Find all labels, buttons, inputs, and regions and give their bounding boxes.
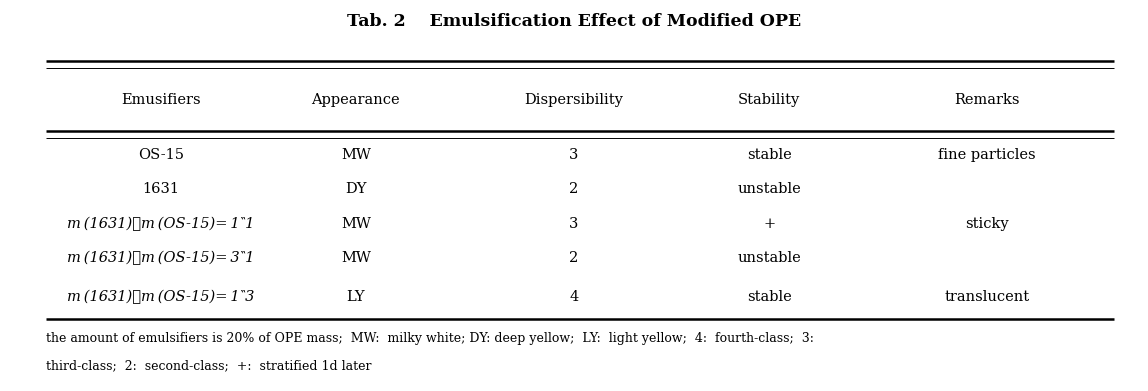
Text: third-class;  2:  second-class;  +:  stratified 1d later: third-class; 2: second-class; +: stratif…	[46, 359, 372, 372]
Text: MW: MW	[341, 251, 371, 265]
Text: MW: MW	[341, 217, 371, 231]
Text: stable: stable	[747, 148, 791, 162]
Text: translucent: translucent	[945, 290, 1030, 304]
Text: 3: 3	[569, 217, 579, 231]
Text: Stability: Stability	[738, 93, 800, 107]
Text: Dispersibility: Dispersibility	[525, 93, 623, 107]
Text: 2: 2	[569, 251, 579, 265]
Text: fine particles: fine particles	[938, 148, 1037, 162]
Text: m (1631)∶m (OS-15)= 1‶1: m (1631)∶m (OS-15)= 1‶1	[67, 217, 255, 231]
Text: 1631: 1631	[142, 182, 179, 196]
Text: Appearance: Appearance	[311, 93, 401, 107]
Text: 3: 3	[569, 148, 579, 162]
Text: Remarks: Remarks	[954, 93, 1021, 107]
Text: LY: LY	[347, 290, 365, 304]
Text: OS-15: OS-15	[138, 148, 184, 162]
Text: unstable: unstable	[737, 251, 801, 265]
Text: DY: DY	[346, 182, 366, 196]
Text: stable: stable	[747, 290, 791, 304]
Text: m (1631)∶m (OS-15)= 3‶1: m (1631)∶m (OS-15)= 3‶1	[67, 251, 255, 265]
Text: m (1631)∶m (OS-15)= 1‶3: m (1631)∶m (OS-15)= 1‶3	[67, 290, 255, 304]
Text: unstable: unstable	[737, 182, 801, 196]
Text: sticky: sticky	[965, 217, 1009, 231]
Text: 4: 4	[569, 290, 579, 304]
Text: 2: 2	[569, 182, 579, 196]
Text: Tab. 2    Emulsification Effect of Modified OPE: Tab. 2 Emulsification Effect of Modified…	[347, 13, 801, 30]
Text: +: +	[763, 217, 775, 231]
Text: Emusifiers: Emusifiers	[121, 93, 201, 107]
Text: the amount of emulsifiers is 20% of OPE mass;  MW:  milky white; DY: deep yellow: the amount of emulsifiers is 20% of OPE …	[46, 332, 814, 345]
Text: MW: MW	[341, 148, 371, 162]
